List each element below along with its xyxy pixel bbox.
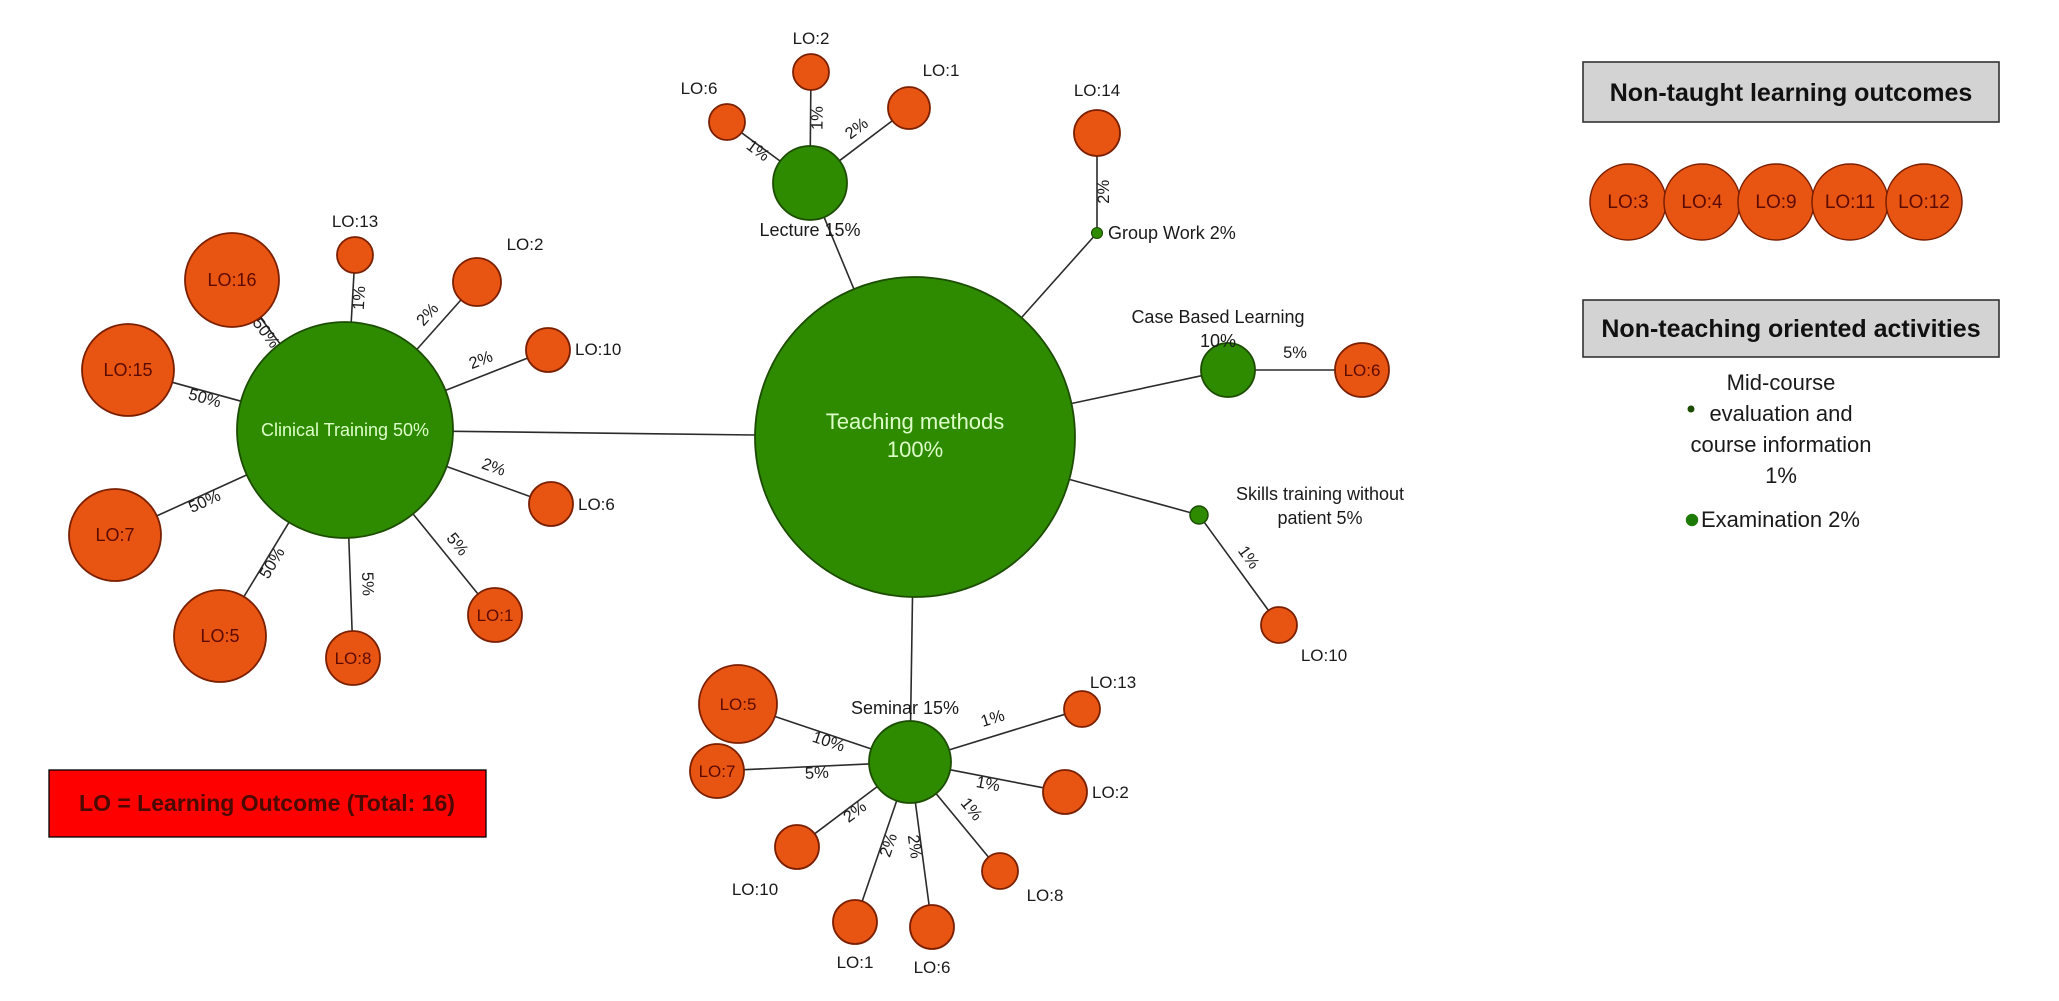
svg-text:LO:13: LO:13 bbox=[1090, 673, 1136, 692]
svg-text:2%: 2% bbox=[467, 347, 496, 373]
svg-text:2%: 2% bbox=[876, 831, 901, 860]
svg-text:LO:5: LO:5 bbox=[200, 626, 239, 646]
svg-text:1%: 1% bbox=[975, 773, 1002, 795]
svg-text:Seminar 15%: Seminar 15% bbox=[851, 698, 959, 718]
svg-text:LO:6: LO:6 bbox=[578, 495, 615, 514]
svg-text:LO:1: LO:1 bbox=[477, 606, 514, 625]
svg-text:LO:6: LO:6 bbox=[914, 958, 951, 977]
svg-text:LO:3: LO:3 bbox=[1607, 192, 1648, 213]
svg-text:1%: 1% bbox=[1765, 463, 1797, 488]
svg-text:Mid-course: Mid-course bbox=[1727, 370, 1836, 395]
svg-text:1%: 1% bbox=[743, 137, 773, 166]
svg-text:LO:13: LO:13 bbox=[332, 212, 378, 231]
svg-text:LO:4: LO:4 bbox=[1681, 192, 1723, 213]
svg-text:patient 5%: patient 5% bbox=[1277, 508, 1362, 528]
svg-text:LO:5: LO:5 bbox=[720, 695, 757, 714]
svg-text:LO:7: LO:7 bbox=[699, 762, 736, 781]
svg-text:1%: 1% bbox=[957, 794, 986, 824]
svg-text:2%: 2% bbox=[1095, 180, 1113, 204]
svg-text:LO:16: LO:16 bbox=[207, 270, 256, 290]
svg-text:Skills training without: Skills training without bbox=[1236, 484, 1404, 504]
svg-text:LO:6: LO:6 bbox=[681, 79, 718, 98]
svg-text:Group Work 2%: Group Work 2% bbox=[1108, 223, 1236, 243]
svg-text:Teaching methods: Teaching methods bbox=[826, 409, 1005, 434]
svg-text:LO:1: LO:1 bbox=[923, 61, 960, 80]
svg-text:evaluation and: evaluation and bbox=[1709, 401, 1852, 426]
svg-text:1%: 1% bbox=[979, 707, 1007, 731]
svg-text:2%: 2% bbox=[904, 834, 925, 860]
svg-text:5%: 5% bbox=[358, 572, 377, 597]
svg-text:100%: 100% bbox=[887, 437, 943, 462]
svg-text:LO:8: LO:8 bbox=[1027, 886, 1064, 905]
svg-text:10%: 10% bbox=[810, 728, 847, 756]
svg-text:Non-teaching oriented activiti: Non-teaching oriented activities bbox=[1601, 315, 1980, 343]
svg-text:2%: 2% bbox=[840, 797, 870, 826]
svg-text:10%: 10% bbox=[1200, 331, 1236, 351]
svg-text:LO:8: LO:8 bbox=[335, 649, 372, 668]
svg-text:Clinical Training 50%: Clinical Training 50% bbox=[261, 420, 429, 440]
svg-text:1%: 1% bbox=[350, 285, 369, 310]
svg-text:5%: 5% bbox=[805, 764, 830, 783]
svg-text:50%: 50% bbox=[256, 544, 289, 582]
svg-text:LO:15: LO:15 bbox=[103, 360, 152, 380]
svg-text:Non-taught learning outcomes: Non-taught learning outcomes bbox=[1610, 79, 1973, 107]
svg-text:LO:10: LO:10 bbox=[575, 340, 621, 359]
svg-text:LO:1: LO:1 bbox=[837, 953, 874, 972]
svg-text:LO:10: LO:10 bbox=[732, 880, 778, 899]
svg-text:LO = Learning Outcome (Total:: LO = Learning Outcome (Total: 16) bbox=[79, 790, 455, 816]
svg-text:Case Based Learning: Case Based Learning bbox=[1131, 307, 1304, 327]
svg-text:LO:12: LO:12 bbox=[1898, 192, 1950, 213]
svg-text:Examination 2%: Examination 2% bbox=[1701, 507, 1860, 532]
svg-text:LO:10: LO:10 bbox=[1301, 646, 1347, 665]
svg-text:LO:9: LO:9 bbox=[1755, 192, 1796, 213]
svg-text:LO:2: LO:2 bbox=[793, 29, 830, 48]
svg-text:Lecture 15%: Lecture 15% bbox=[759, 220, 860, 240]
svg-text:50%: 50% bbox=[186, 487, 224, 517]
svg-text:LO:6: LO:6 bbox=[1344, 361, 1381, 380]
svg-text:LO:14: LO:14 bbox=[1074, 81, 1120, 100]
svg-text:5%: 5% bbox=[1283, 344, 1307, 362]
svg-text:LO:2: LO:2 bbox=[507, 235, 544, 254]
svg-text:LO:11: LO:11 bbox=[1825, 192, 1875, 213]
svg-text:2%: 2% bbox=[479, 455, 508, 480]
svg-text:course information: course information bbox=[1691, 432, 1872, 457]
svg-text:LO:2: LO:2 bbox=[1092, 783, 1129, 802]
svg-text:LO:7: LO:7 bbox=[95, 525, 134, 545]
svg-text:1%: 1% bbox=[808, 106, 826, 130]
svg-text:50%: 50% bbox=[186, 385, 223, 411]
